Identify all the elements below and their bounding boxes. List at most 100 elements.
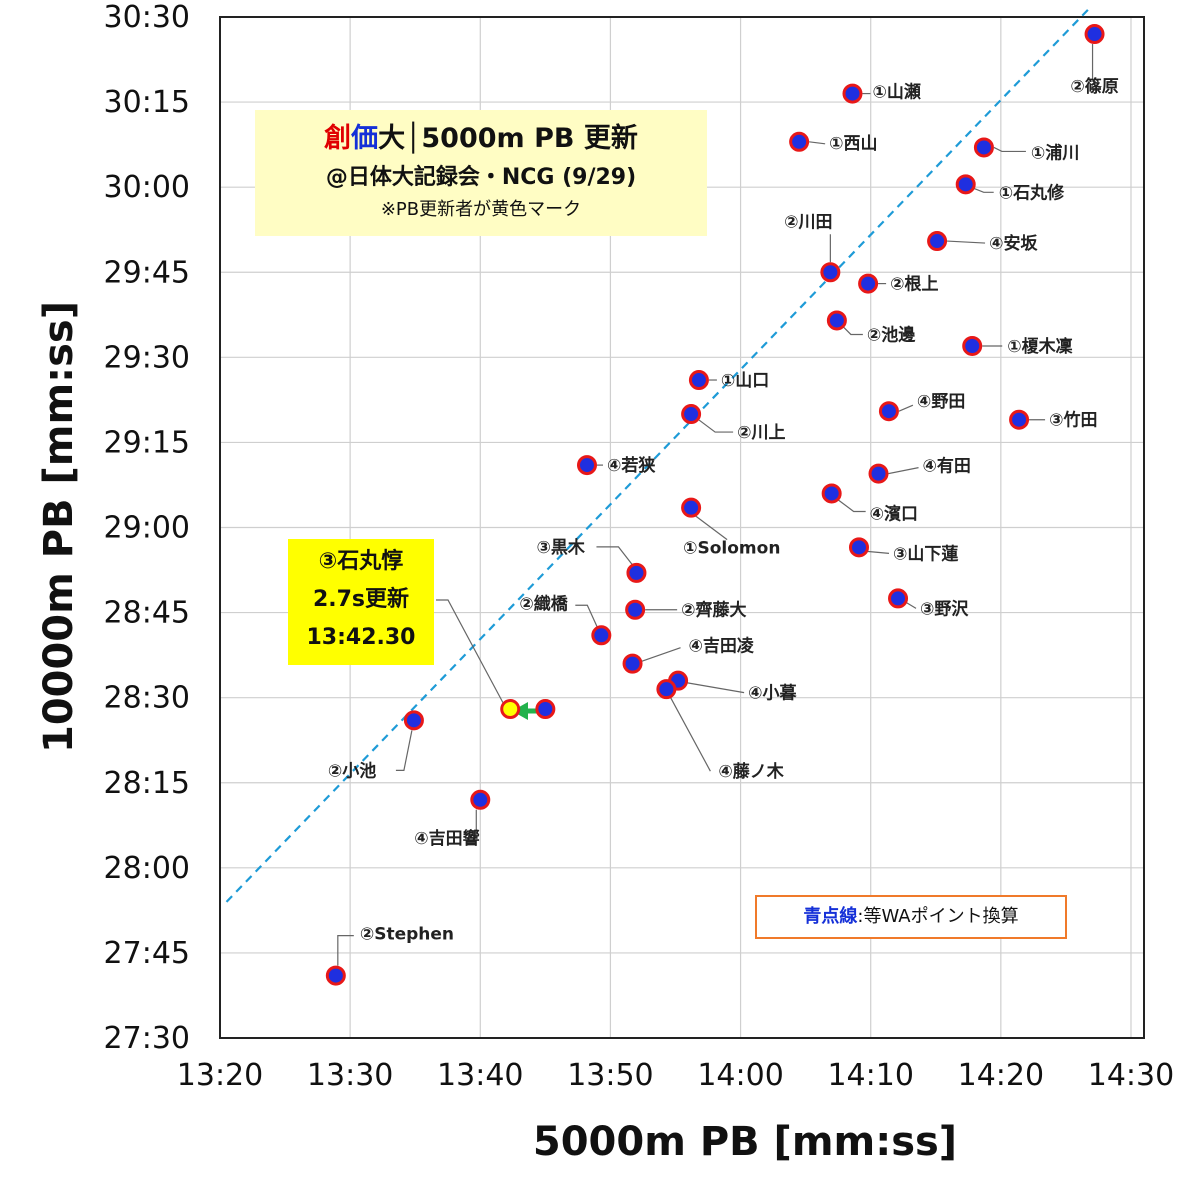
point-marker xyxy=(821,483,842,504)
point-marker xyxy=(842,83,863,104)
plot-area-border xyxy=(219,16,1145,1039)
point-marker xyxy=(1009,409,1030,430)
point-marker xyxy=(656,679,677,700)
title-char-red: 創 xyxy=(324,123,352,154)
leader-line xyxy=(395,730,413,771)
x-tick-labels: 13:20 13:30 13:40 13:50 14:00 14:10 14:20 14:30 xyxy=(177,1058,1174,1093)
point-label: ①浦川 xyxy=(1031,142,1079,163)
point-marker xyxy=(878,401,899,422)
y-tick-label: 30:15 xyxy=(104,85,190,120)
leader-line xyxy=(947,240,986,244)
point-label: ①西山 xyxy=(829,134,877,154)
point-label: ①山瀬 xyxy=(872,83,920,103)
point-label: ①Solomon xyxy=(683,539,780,559)
point-marker xyxy=(325,965,346,986)
x-tick-label: 14:30 xyxy=(1088,1058,1174,1093)
title-line-2: @日体大記録会・NCG (9/29) xyxy=(325,165,637,190)
leader-line xyxy=(575,604,598,628)
leader-line xyxy=(337,935,354,966)
y-tick-label: 29:00 xyxy=(104,511,190,546)
point-label: ②小池 xyxy=(328,760,376,781)
title-line-3: ※PB更新者が黄色マーク xyxy=(380,199,582,220)
point-marker xyxy=(625,599,646,620)
leader-line xyxy=(837,498,866,513)
leader-line xyxy=(866,550,890,554)
point-label: ③竹田 xyxy=(1049,410,1097,431)
title-box: 創価大│5000m PB 更新 @日体大記録会・NCG (9/29) ※PB更新… xyxy=(255,110,707,236)
callout-time: 13:42.30 xyxy=(306,625,416,650)
legend-keyword: 青点線 xyxy=(803,906,858,927)
point-marker xyxy=(1084,24,1105,45)
x-tick-label: 13:50 xyxy=(567,1058,653,1093)
legend-box: 青点線:等WAポイント換算 xyxy=(755,895,1067,939)
point-marker xyxy=(927,231,948,252)
point-marker xyxy=(820,262,841,283)
leader-line xyxy=(842,326,863,336)
point-label: ③山下蓮 xyxy=(893,543,958,564)
leader-line xyxy=(993,146,1026,153)
leader-line xyxy=(698,419,734,433)
x-axis-title: 5000m PB [mm:ss] xyxy=(533,1119,957,1165)
leader-line xyxy=(809,141,826,145)
leader-line xyxy=(640,647,681,663)
x-tick-label: 13:20 xyxy=(177,1058,263,1093)
callout-leader xyxy=(436,599,505,706)
point-marker xyxy=(626,562,647,583)
y-tick-label: 27:30 xyxy=(104,1021,190,1056)
point-label: ②川上 xyxy=(737,423,785,443)
point-marker xyxy=(688,370,709,391)
leader-line xyxy=(898,404,914,412)
point-label: ④安坂 xyxy=(989,233,1038,254)
callout-name: ③石丸惇 xyxy=(318,549,404,574)
point-marker xyxy=(858,273,879,294)
point-label: ④有田 xyxy=(923,456,971,477)
leader-line xyxy=(472,809,477,839)
x-tick-label: 14:20 xyxy=(958,1058,1044,1093)
y-tick-label: 28:45 xyxy=(104,596,190,631)
y-tick-label: 29:30 xyxy=(104,340,190,375)
highlight-callout: ③石丸惇 2.7s更新 13:42.30 xyxy=(288,539,434,665)
leader-line xyxy=(694,515,728,541)
point-marker xyxy=(826,310,847,331)
point-label: ②池邊 xyxy=(867,324,916,345)
x-tick-label: 14:10 xyxy=(827,1058,913,1093)
point-label: ①山口 xyxy=(721,371,769,391)
y-tick-label: 30:00 xyxy=(104,170,190,205)
point-label: ③野沢 xyxy=(920,598,969,619)
title-rest: 大│5000m PB 更新 xyxy=(378,123,638,154)
point-marker xyxy=(576,455,597,476)
x-tick-label: 13:30 xyxy=(307,1058,393,1093)
point-marker xyxy=(500,699,521,720)
point-marker xyxy=(622,653,643,674)
point-label: ②根上 xyxy=(890,274,938,295)
title-char-blue: 価 xyxy=(351,123,379,154)
point-label: ①石丸修 xyxy=(999,182,1065,203)
y-tick-label: 27:45 xyxy=(104,936,190,971)
data-points xyxy=(325,24,1105,986)
point-marker xyxy=(470,789,491,810)
leader-line xyxy=(973,187,994,193)
point-marker xyxy=(535,699,556,720)
legend-text: :等WAポイント換算 xyxy=(857,906,1019,927)
leader-line xyxy=(669,696,711,772)
y-tick-label: 29:15 xyxy=(104,425,190,460)
equivalence-line xyxy=(225,4,1093,903)
callout-improvement: 2.7s更新 xyxy=(312,587,410,612)
point-marker xyxy=(848,537,869,558)
point-marker xyxy=(591,625,612,646)
point-label: ④小暮 xyxy=(748,683,797,704)
point-marker xyxy=(789,131,810,152)
point-label: ②織橋 xyxy=(519,593,568,614)
point-marker xyxy=(681,404,702,425)
y-tick-labels: 27:30 27:45 28:00 28:15 28:30 28:45 29:00 29:15… xyxy=(104,0,190,1056)
point-label: ②篠原 xyxy=(1070,76,1118,97)
point-marker xyxy=(681,497,702,518)
x-tick-label: 14:00 xyxy=(697,1058,783,1093)
leader-line xyxy=(888,467,919,475)
y-tick-label: 28:15 xyxy=(104,766,190,801)
point-label: ④濱口 xyxy=(870,503,918,524)
point-label: ②Stephen xyxy=(360,925,454,945)
point-marker xyxy=(955,174,976,195)
y-tick-label: 28:30 xyxy=(104,681,190,716)
point-label: ④吉田凌 xyxy=(689,636,755,657)
